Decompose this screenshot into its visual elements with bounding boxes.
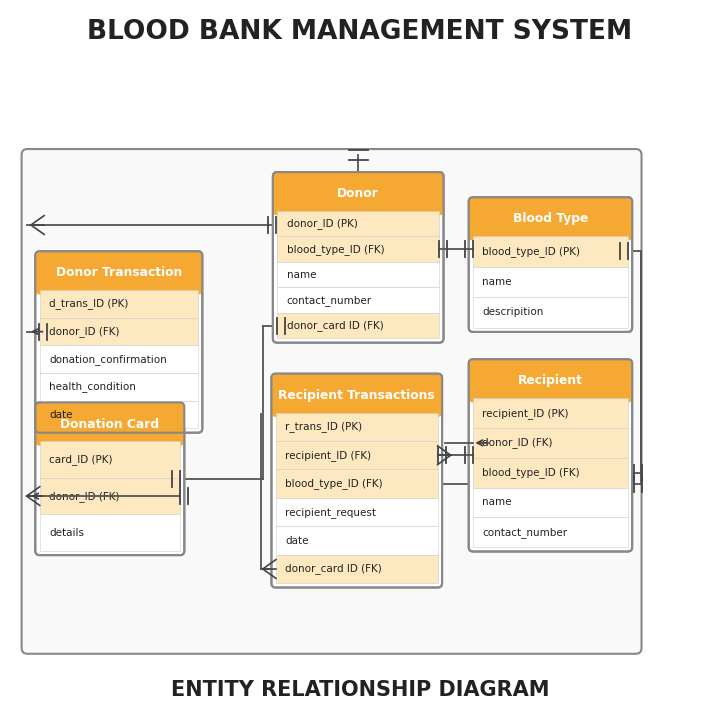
Bar: [276, 498, 438, 526]
Text: recipient_ID (PK): recipient_ID (PK): [482, 408, 569, 418]
FancyBboxPatch shape: [469, 359, 632, 402]
Bar: [277, 262, 439, 287]
Text: recipient_ID (FK): recipient_ID (FK): [285, 450, 372, 461]
Text: donor_ID (FK): donor_ID (FK): [49, 490, 120, 502]
FancyBboxPatch shape: [273, 172, 444, 343]
Bar: [40, 441, 180, 478]
Bar: [277, 313, 439, 338]
Text: contact_number: contact_number: [287, 294, 372, 305]
Bar: [40, 407, 180, 441]
Bar: [473, 518, 628, 547]
FancyBboxPatch shape: [35, 402, 184, 446]
Text: donor_card ID (FK): donor_card ID (FK): [287, 320, 383, 331]
Text: donation_confirmation: donation_confirmation: [49, 354, 167, 365]
Bar: [277, 176, 439, 211]
Bar: [40, 346, 198, 373]
FancyBboxPatch shape: [469, 359, 632, 552]
Text: date: date: [49, 410, 73, 420]
Bar: [40, 514, 180, 551]
Bar: [276, 555, 438, 583]
Bar: [473, 487, 628, 518]
Bar: [473, 428, 628, 458]
Text: descripition: descripition: [482, 307, 544, 318]
Text: blood_type_ID (PK): blood_type_ID (PK): [482, 246, 580, 257]
Bar: [473, 458, 628, 487]
Text: blood_type_ID (FK): blood_type_ID (FK): [287, 244, 384, 255]
Bar: [276, 413, 438, 441]
Bar: [40, 318, 198, 346]
Bar: [40, 478, 180, 514]
Text: blood_type_ID (FK): blood_type_ID (FK): [285, 478, 383, 489]
Text: name: name: [482, 498, 512, 508]
Bar: [277, 211, 439, 236]
Bar: [473, 236, 628, 266]
Text: d_trans_ID (PK): d_trans_ID (PK): [49, 299, 128, 310]
Text: recipient_request: recipient_request: [285, 507, 376, 518]
Bar: [276, 469, 438, 498]
Bar: [276, 441, 438, 469]
Text: card_ID (PK): card_ID (PK): [49, 454, 112, 465]
Text: donor_ID (FK): donor_ID (FK): [49, 326, 120, 337]
Text: Blood Type: Blood Type: [513, 212, 588, 225]
Text: Donor Transaction: Donor Transaction: [55, 266, 182, 279]
Bar: [277, 287, 439, 313]
Text: donor_card ID (FK): donor_card ID (FK): [285, 564, 382, 575]
Text: donor_ID (FK): donor_ID (FK): [482, 438, 553, 449]
Bar: [473, 266, 628, 297]
Bar: [473, 398, 628, 428]
Text: name: name: [287, 270, 316, 279]
Bar: [276, 526, 438, 554]
Bar: [277, 236, 439, 262]
FancyBboxPatch shape: [22, 149, 642, 654]
Bar: [40, 290, 198, 318]
Text: details: details: [49, 528, 84, 538]
Text: contact_number: contact_number: [482, 527, 567, 538]
Text: Recipient: Recipient: [518, 374, 583, 387]
FancyBboxPatch shape: [469, 197, 632, 240]
Bar: [473, 202, 628, 236]
FancyBboxPatch shape: [271, 374, 442, 417]
Text: Donor: Donor: [338, 187, 379, 200]
FancyBboxPatch shape: [271, 374, 442, 588]
Text: Donation Card: Donation Card: [60, 418, 159, 431]
FancyBboxPatch shape: [35, 251, 202, 294]
Bar: [40, 256, 198, 290]
Bar: [473, 364, 628, 398]
Text: blood_type_ID (FK): blood_type_ID (FK): [482, 467, 580, 478]
Text: date: date: [285, 536, 309, 546]
FancyBboxPatch shape: [35, 402, 184, 555]
FancyBboxPatch shape: [35, 251, 202, 433]
FancyBboxPatch shape: [273, 172, 444, 215]
Text: BLOOD BANK MANAGEMENT SYSTEM: BLOOD BANK MANAGEMENT SYSTEM: [87, 19, 633, 45]
Text: donor_ID (PK): donor_ID (PK): [287, 218, 357, 229]
Text: health_condition: health_condition: [49, 382, 136, 392]
Bar: [40, 373, 198, 401]
Bar: [40, 401, 198, 428]
Text: ENTITY RELATIONSHIP DIAGRAM: ENTITY RELATIONSHIP DIAGRAM: [171, 680, 549, 700]
Text: name: name: [482, 277, 512, 287]
Text: r_trans_ID (PK): r_trans_ID (PK): [285, 421, 362, 432]
Bar: [473, 297, 628, 328]
Bar: [276, 378, 438, 413]
FancyBboxPatch shape: [469, 197, 632, 332]
Text: Recipient Transactions: Recipient Transactions: [279, 389, 435, 402]
